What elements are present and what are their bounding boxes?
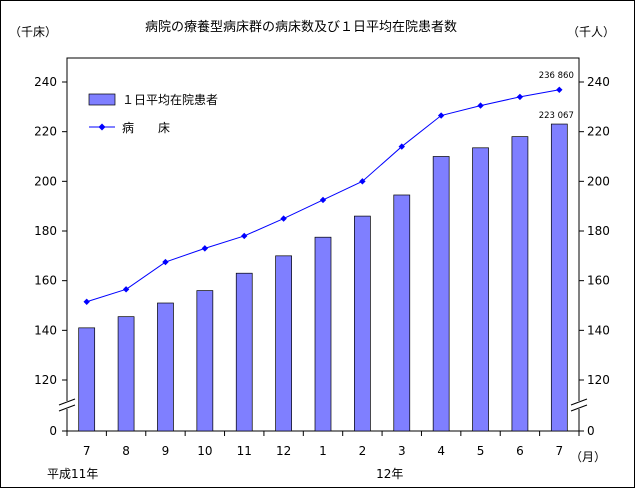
line-point xyxy=(516,93,524,101)
value-annotation: 236 860 xyxy=(539,71,574,81)
y-right-tick-label: 180 xyxy=(587,224,610,238)
bar-series xyxy=(78,123,568,432)
y-left-tick-label: 220 xyxy=(34,125,57,139)
y-right-tick-label: 120 xyxy=(587,373,610,387)
y-left-tick-label: 140 xyxy=(34,323,57,337)
era-label: 12年 xyxy=(376,467,403,481)
line-point xyxy=(162,258,169,266)
axis-break-left xyxy=(58,404,76,412)
y-left-unit: （千床） xyxy=(9,25,57,39)
line-point xyxy=(122,286,130,293)
era-label: 平成11年 xyxy=(47,467,98,481)
bar xyxy=(235,272,253,432)
y-left-tick-label: 180 xyxy=(34,224,57,238)
x-unit: （月） xyxy=(570,450,606,464)
x-tick-label: 12 xyxy=(276,444,291,458)
axis-break-right xyxy=(570,398,588,406)
y-right-tick-label: 200 xyxy=(587,174,610,188)
x-tick-label: 8 xyxy=(122,444,130,458)
axis-break-left xyxy=(58,398,76,406)
bar xyxy=(354,215,371,432)
x-tick-label: 2 xyxy=(359,444,367,458)
axis-break-gap-left xyxy=(59,401,75,409)
line-point xyxy=(280,215,287,222)
y-left-tick-label: 160 xyxy=(34,274,57,288)
bar xyxy=(117,316,135,432)
y-right-unit: （千人） xyxy=(567,25,615,39)
y-right-tick-label: 140 xyxy=(587,323,610,337)
y-left-tick-label: 240 xyxy=(34,75,57,89)
y-left-tick-label: 120 xyxy=(34,373,57,387)
x-tick-label: 7 xyxy=(83,444,91,458)
value-annotation: 223 067 xyxy=(539,111,574,121)
line-point xyxy=(398,143,405,150)
x-tick-label: 11 xyxy=(237,444,252,458)
legend-line-label: 病 床 xyxy=(122,120,170,135)
bar xyxy=(393,194,411,432)
x-tick-label: 10 xyxy=(197,444,212,458)
bar xyxy=(432,156,450,432)
x-tick-label: 4 xyxy=(437,444,445,458)
y-right-tick-label: 240 xyxy=(587,75,610,89)
bar xyxy=(275,255,292,432)
legend: １日平均在院患者 病 床 xyxy=(88,93,218,135)
x-tick-label: 1 xyxy=(319,444,327,458)
line-point xyxy=(477,102,484,109)
legend-bar-label: １日平均在院患者 xyxy=(122,93,218,107)
x-tick-label: 5 xyxy=(477,444,485,458)
y-right-tick-label: 160 xyxy=(587,274,610,288)
x-tick-label: 6 xyxy=(516,444,524,458)
value-annotations: 236 860 223 067 xyxy=(539,71,574,121)
bar xyxy=(472,147,489,432)
y-left-tick-label: 0 xyxy=(49,424,57,438)
line-point xyxy=(359,178,366,185)
line-point xyxy=(241,232,248,240)
x-tick-label: 7 xyxy=(555,444,563,458)
legend-bar-swatch xyxy=(88,93,116,106)
bar xyxy=(157,302,174,432)
line-point xyxy=(201,245,209,252)
line-point xyxy=(319,196,327,204)
line-point xyxy=(83,298,90,305)
y-right-tick-label: 0 xyxy=(587,424,595,438)
axis-break-gap-right xyxy=(571,401,587,409)
chart-title: 病院の療養型病床群の病床数及び１日平均在院患者数 xyxy=(145,19,457,35)
line-point xyxy=(556,86,563,93)
bar xyxy=(550,123,568,432)
y-right-tick-label: 220 xyxy=(587,125,610,139)
line-series xyxy=(83,86,563,305)
bar xyxy=(314,236,332,432)
bar xyxy=(196,290,214,432)
line-point xyxy=(437,112,445,119)
bar xyxy=(511,136,529,432)
y-left-tick-label: 200 xyxy=(34,174,57,188)
bar xyxy=(78,327,96,432)
x-tick-label: 9 xyxy=(162,444,170,458)
x-tick-label: 3 xyxy=(398,444,406,458)
legend-line-marker xyxy=(98,123,106,131)
axis-break-right xyxy=(570,404,588,412)
